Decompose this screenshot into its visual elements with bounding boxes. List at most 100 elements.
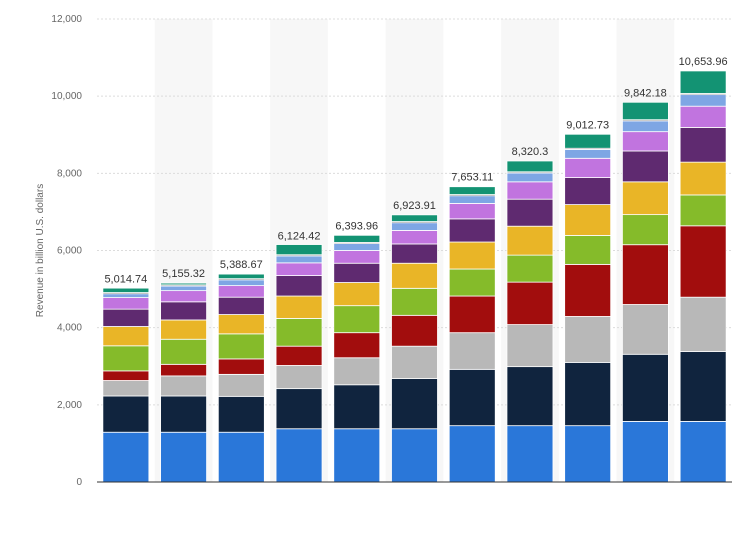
- bar-segment: [391, 378, 438, 430]
- bar-segment: [275, 255, 323, 264]
- bar-segment: [391, 214, 438, 222]
- bar-segment: [333, 243, 381, 251]
- bar-segment: [275, 318, 323, 347]
- bar-segment: [333, 332, 381, 359]
- bar-segment: [448, 203, 496, 220]
- bar-segment: [275, 275, 323, 297]
- bar-segment: [333, 282, 381, 307]
- bar-segment: [160, 375, 207, 397]
- bar-segment: [448, 241, 496, 270]
- bar-segment: [217, 273, 265, 280]
- bar-segment: [622, 214, 669, 246]
- bar-segment: [679, 296, 727, 352]
- bar-segment: [333, 428, 381, 483]
- bar-segment: [679, 70, 727, 94]
- bar-segment: [506, 425, 554, 483]
- bar-segment: [102, 345, 150, 372]
- bar-segment: [564, 361, 612, 427]
- bar-segment: [622, 353, 669, 422]
- bar-segment: [564, 235, 612, 265]
- bar-segment: [564, 149, 612, 159]
- bar-segment: [275, 295, 323, 319]
- bar-segment: [391, 287, 438, 316]
- bar-segment: [217, 279, 265, 287]
- bar-segment: [160, 395, 207, 433]
- bar-segment: [448, 425, 496, 483]
- bar-segment: [391, 262, 438, 289]
- y-tick-label: 0: [76, 477, 82, 488]
- bar-segment: [102, 293, 150, 298]
- total-label: 8,320.3: [512, 146, 549, 158]
- total-label: 7,653.11: [451, 172, 493, 184]
- bar-segment: [102, 287, 150, 293]
- y-tick-label: 6,000: [57, 246, 82, 257]
- bar-segment: [102, 308, 150, 327]
- bar-segment: [506, 254, 554, 283]
- bar-segment: [102, 326, 150, 347]
- bar-segment: [564, 133, 612, 149]
- bar-segment: [564, 157, 612, 178]
- bar-segment: [506, 366, 554, 427]
- bar-segment: [391, 222, 438, 231]
- bar-segment: [333, 384, 381, 430]
- bar-segment: [391, 230, 438, 245]
- bar-segment: [217, 296, 265, 315]
- bar-segment: [160, 431, 207, 483]
- bar-segment: [564, 263, 612, 317]
- bar-segment: [679, 421, 727, 483]
- total-label: 5,388.67: [220, 259, 263, 271]
- y-tick-label: 8,000: [57, 168, 82, 179]
- bar-segment: [679, 225, 727, 298]
- total-label: 6,124.42: [278, 231, 321, 243]
- y-tick-label: 12,000: [51, 14, 82, 25]
- bar-segment: [217, 431, 265, 483]
- bar-segment: [622, 101, 669, 121]
- bar-segment: [160, 338, 207, 365]
- bar-segment: [679, 127, 727, 163]
- bar-segment: [679, 105, 727, 128]
- bar-segment: [275, 428, 323, 483]
- total-label: 9,842.18: [624, 87, 667, 99]
- bar-segment: [102, 297, 150, 310]
- bar-segment: [275, 262, 323, 276]
- bar-segment: [506, 281, 554, 325]
- bar-segment: [275, 365, 323, 390]
- y-axis-label: Revenue in billion U.S. dollars: [35, 184, 46, 317]
- y-axis-ticks: 0 2,000 4,000 6,000 8,000 10,000 12,000: [51, 14, 82, 488]
- bar-segment: [275, 244, 323, 256]
- bar-segment: [679, 94, 727, 107]
- bar-segment: [217, 314, 265, 335]
- bar-segment: [333, 250, 381, 264]
- bar-segment: [448, 332, 496, 370]
- bar-segment: [679, 161, 727, 196]
- bar-segment: [102, 395, 150, 433]
- bar-segment: [391, 345, 438, 379]
- total-label: 6,923.91: [393, 200, 436, 212]
- bar-segment: [217, 285, 265, 298]
- bar-segment: [679, 351, 727, 422]
- bar-segment: [333, 234, 381, 243]
- bar-segment: [160, 301, 207, 321]
- bar-segment: [333, 357, 381, 386]
- bars: [102, 70, 727, 483]
- bar-segment: [275, 345, 323, 366]
- bar-segment: [448, 268, 496, 297]
- bar-segment: [622, 150, 669, 183]
- bar-segment: [448, 368, 496, 427]
- bar-segment: [391, 428, 438, 483]
- bar-segment: [217, 333, 265, 360]
- bar-segment: [448, 218, 496, 243]
- bar-segment: [564, 316, 612, 363]
- total-label: 6,393.96: [335, 220, 378, 232]
- bar-segment: [160, 319, 207, 340]
- bar-segment: [160, 285, 207, 292]
- total-label: 9,012.73: [566, 119, 609, 131]
- y-tick-label: 4,000: [57, 323, 82, 334]
- bar-segment: [102, 370, 150, 381]
- y-tick-label: 2,000: [57, 400, 82, 411]
- bar-segment: [506, 181, 554, 200]
- total-label: 10,653.96: [679, 56, 728, 68]
- bar-segment: [333, 305, 381, 334]
- bar-segment: [506, 225, 554, 256]
